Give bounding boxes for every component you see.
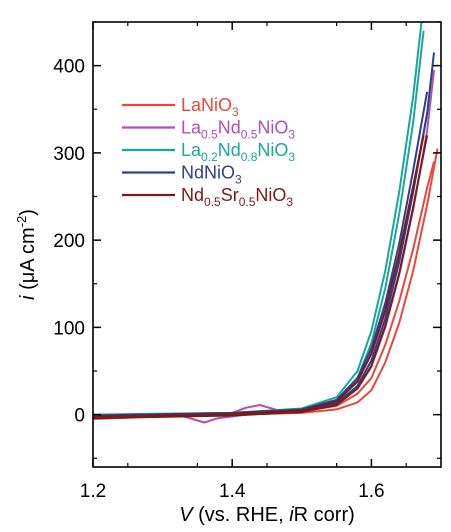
x-tick-label-0: 1.2 xyxy=(80,481,106,502)
legend-label-3: NdNiO3 xyxy=(181,163,242,187)
y-tick-label-3: 300 xyxy=(53,144,85,165)
series-line-4-reverse xyxy=(93,135,425,418)
legend-label-2: La0.2Nd0.8NiO3 xyxy=(181,140,295,164)
x-axis-label: V (vs. RHE, iR corr) xyxy=(179,504,355,526)
y-tick-label-0: 0 xyxy=(74,406,85,427)
plot-frame xyxy=(92,21,442,468)
legend-label-1: La0.5Nd0.5NiO3 xyxy=(181,118,295,142)
series-line-4-forward xyxy=(93,135,429,420)
y-tick-label-4: 400 xyxy=(53,57,85,78)
legend-label-0: LaNiO3 xyxy=(181,95,239,119)
series-line-3-forward xyxy=(93,52,435,419)
y-tick-label-1: 100 xyxy=(53,318,85,339)
x-tick-label-2: 1.6 xyxy=(358,481,384,502)
legend-label-4: Nd0.5Sr0.5NiO3 xyxy=(181,185,293,209)
x-tick-label-1: 1.4 xyxy=(219,481,246,502)
y-axis-label: i (μA cm-2) xyxy=(14,209,39,300)
y-tick-label-2: 200 xyxy=(53,231,85,252)
